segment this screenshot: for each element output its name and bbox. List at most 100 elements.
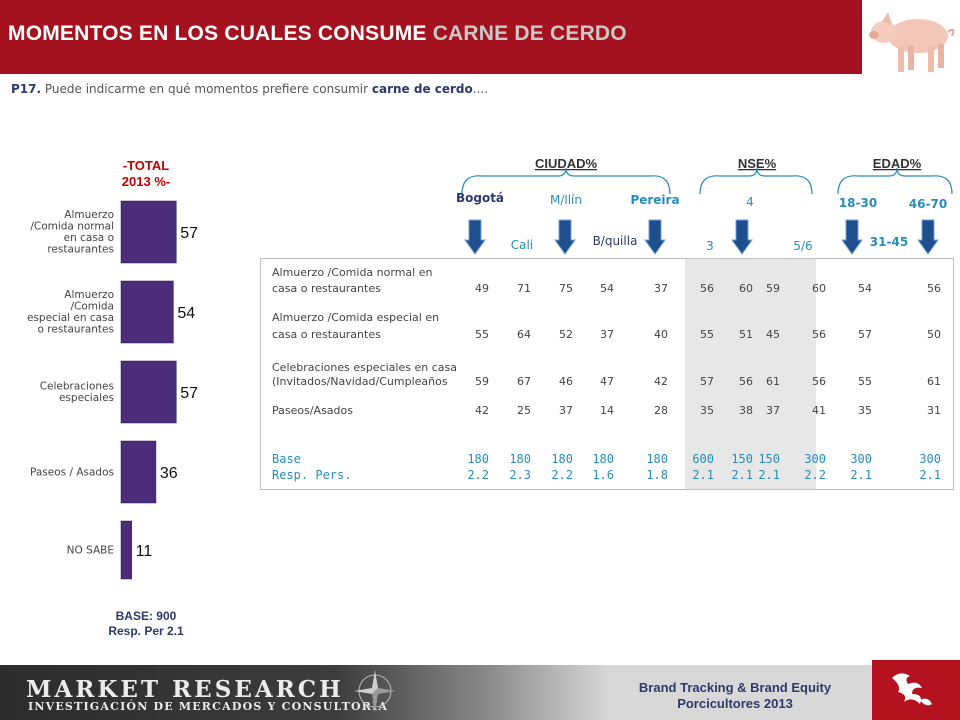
base-cell: 150 — [758, 452, 780, 466]
base-cell: 180 — [509, 452, 531, 466]
table-cell: 50 — [927, 328, 941, 341]
column-label: 18-30 — [839, 196, 877, 210]
total-bar-value: 36 — [160, 465, 178, 482]
table-cell: 61 — [927, 375, 941, 388]
column-label: 31-45 — [870, 235, 908, 249]
table-cell: 45 — [766, 328, 780, 341]
total-category-label-line: especial en casa — [27, 312, 114, 324]
table-cell: 59 — [475, 375, 489, 388]
logo-subtitle: INVESTIGACIÓN DE MERCADOS Y CONSULTORÍA — [28, 700, 389, 713]
table-cell: 56 — [812, 375, 826, 388]
total-category-label-line: /Comida — [70, 301, 114, 313]
table-cell: 64 — [517, 328, 531, 341]
row-label: casa o restaurantes — [272, 328, 381, 341]
total-category-label-line: Almuerzo — [64, 289, 114, 301]
table-cell: 28 — [654, 404, 668, 417]
resp-cell: 2.2 — [804, 468, 826, 482]
column-label: M/llín — [550, 193, 582, 207]
total-base-line1: BASE: 900 — [115, 609, 177, 623]
question-text: P17. Puede indicarme en qué momentos pre… — [11, 82, 488, 96]
table-cell: 55 — [475, 328, 489, 341]
column-label: 3 — [706, 239, 714, 253]
table-cell: 56 — [739, 375, 753, 388]
table-cell: 56 — [700, 282, 714, 295]
table-cell: 38 — [739, 404, 753, 417]
table-cell: 67 — [517, 375, 531, 388]
table-cell: 54 — [600, 282, 614, 295]
resp-cell: 2.2 — [467, 468, 489, 482]
total-category-label-line: especiales — [59, 392, 114, 404]
total-category-label-line: o restaurantes — [38, 324, 114, 336]
resp-cell: 2.1 — [919, 468, 941, 482]
table-cell: 57 — [700, 375, 714, 388]
row-label: Paseos/Asados — [272, 404, 353, 417]
table-cell: 52 — [559, 328, 573, 341]
title-highlight: CARNE DE CERDO — [432, 22, 627, 45]
table-cell: 37 — [766, 404, 780, 417]
total-label-line2: 2013 %- — [121, 174, 171, 189]
column-label: B/quilla — [593, 234, 638, 248]
column-label: 5/6 — [793, 239, 812, 253]
total-base-line2: Resp. Per 2.1 — [108, 624, 184, 638]
table-cell: 37 — [559, 404, 573, 417]
down-arrow-icon — [464, 219, 486, 255]
table-cell: 59 — [766, 282, 780, 295]
total-bar — [120, 520, 132, 580]
down-arrow-icon — [731, 219, 753, 255]
total-base-label: BASE: 900 Resp. Per 2.1 — [96, 609, 196, 639]
table-cell: 54 — [858, 282, 872, 295]
total-category-label-line: en casa o — [64, 232, 114, 244]
row-label: (Invitados/Navidad/Cumpleaños — [272, 375, 448, 388]
row-label: casa o restaurantes — [272, 282, 381, 295]
total-bar — [120, 360, 177, 424]
group-header: EDAD% — [873, 156, 922, 171]
base-cell: 300 — [804, 452, 826, 466]
total-category-label-line: restaurantes — [47, 244, 114, 256]
down-arrow-icon — [644, 219, 666, 255]
porcicultores-logo — [872, 660, 960, 720]
column-label: Pereira — [630, 193, 679, 207]
resp-cell: 1.8 — [646, 468, 668, 482]
group-header: NSE% — [738, 156, 777, 171]
column-label: Cali — [511, 238, 533, 252]
group-bracket — [461, 167, 671, 195]
brand-tracking-label: Brand Tracking & Brand Equity Porciculto… — [600, 680, 870, 712]
total-bar-value: 57 — [180, 385, 198, 402]
table-cell: 57 — [858, 328, 872, 341]
base-cell: 150 — [731, 452, 753, 466]
crosstab-table: Almuerzo /Comida normal en casa o restaur… — [260, 258, 954, 490]
base-row-label: Base — [272, 452, 301, 466]
market-research-logo — [0, 665, 610, 720]
table-cell: 37 — [654, 282, 668, 295]
base-cell: 180 — [592, 452, 614, 466]
resp-cell: 2.3 — [509, 468, 531, 482]
resp-cell: 2.1 — [850, 468, 872, 482]
table-cell: 51 — [739, 328, 753, 341]
total-category-label-line: Almuerzo — [64, 209, 114, 221]
table-cell: 56 — [812, 328, 826, 341]
question-body: Puede indicarme en qué momentos prefiere… — [41, 82, 372, 96]
total-category-label-line: Celebraciones — [40, 381, 114, 393]
total-bar-value: 11 — [136, 543, 153, 560]
table-cell: 35 — [700, 404, 714, 417]
group-bracket — [699, 167, 813, 195]
table-cell: 75 — [559, 282, 573, 295]
table-cell: 46 — [559, 375, 573, 388]
column-header-area: CIUDAD% NSE% EDAD% Bogotá M/llín Pereira 4 18-3… — [456, 156, 953, 255]
resp-cell: 2.1 — [731, 468, 753, 482]
base-cell: 180 — [551, 452, 573, 466]
group-bracket — [837, 167, 953, 195]
total-label: -TOTAL 2013 %- — [96, 158, 196, 190]
total-bar-value: 54 — [177, 305, 195, 322]
table-cell: 55 — [858, 375, 872, 388]
header-bar: MOMENTOS EN LOS CUALES CONSUME CARNE DE … — [0, 0, 862, 74]
base-cell: 600 — [692, 452, 714, 466]
row-label-line1: Celebraciones especiales en casa — [272, 361, 457, 374]
group-header: CIUDAD% — [535, 156, 598, 171]
table-cell: 60 — [812, 282, 826, 295]
table-cell: 71 — [517, 282, 531, 295]
row-label-line1: Almuerzo /Comida especial en — [272, 311, 440, 324]
total-bar-value: 57 — [180, 225, 198, 242]
table-cell: 55 — [700, 328, 714, 341]
total-category-label: NO SABE — [67, 544, 114, 556]
